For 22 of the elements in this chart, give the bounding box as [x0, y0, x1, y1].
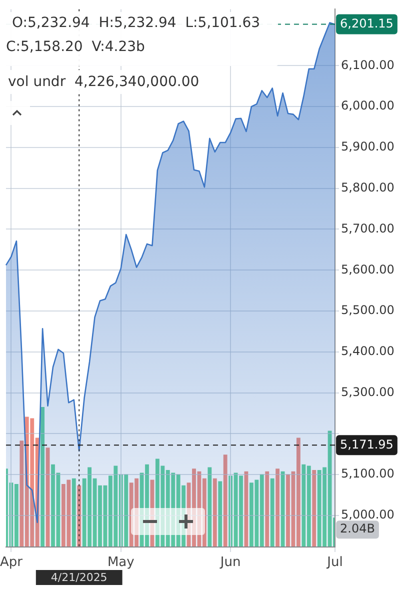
y-tick-label: 5,700.00: [341, 221, 394, 236]
annotation: O:5,232.94 H:5,232.94 L:5,101.63: [12, 15, 260, 31]
y-tick-label: 5,600.00: [341, 262, 394, 276]
annotation: C:5,158.20 V:4.23b: [6, 39, 145, 55]
y-tick-label: 6,100.00: [341, 58, 394, 72]
x-tick-label: May: [107, 555, 135, 570]
y-tick-label: 5,900.00: [341, 140, 394, 154]
y-tick-label: 5,300.00: [341, 384, 394, 399]
x-tick-label: 4/21/2025: [50, 570, 108, 584]
x-tick-label: Jul: [326, 555, 343, 570]
ref-line-label: 6,201.15: [340, 16, 394, 30]
y-tick-label: 5,400.00: [341, 344, 394, 358]
y-tick-label: 5,100.00: [341, 466, 394, 481]
y-tick-label: 5,000.00: [341, 508, 394, 522]
y-tick-label: 5,800.00: [341, 180, 394, 194]
ref-line-label: 5,171.95: [340, 437, 394, 452]
annotation: vol undr 4,226,340,000.00: [2, 70, 206, 94]
y-tick-label: 5,500.00: [341, 303, 394, 318]
y-tick-label: 6,000.00: [341, 98, 394, 113]
x-tick-label: Jun: [219, 555, 241, 570]
x-tick-label: Apr: [0, 555, 24, 570]
text: 2.04B: [340, 522, 375, 536]
